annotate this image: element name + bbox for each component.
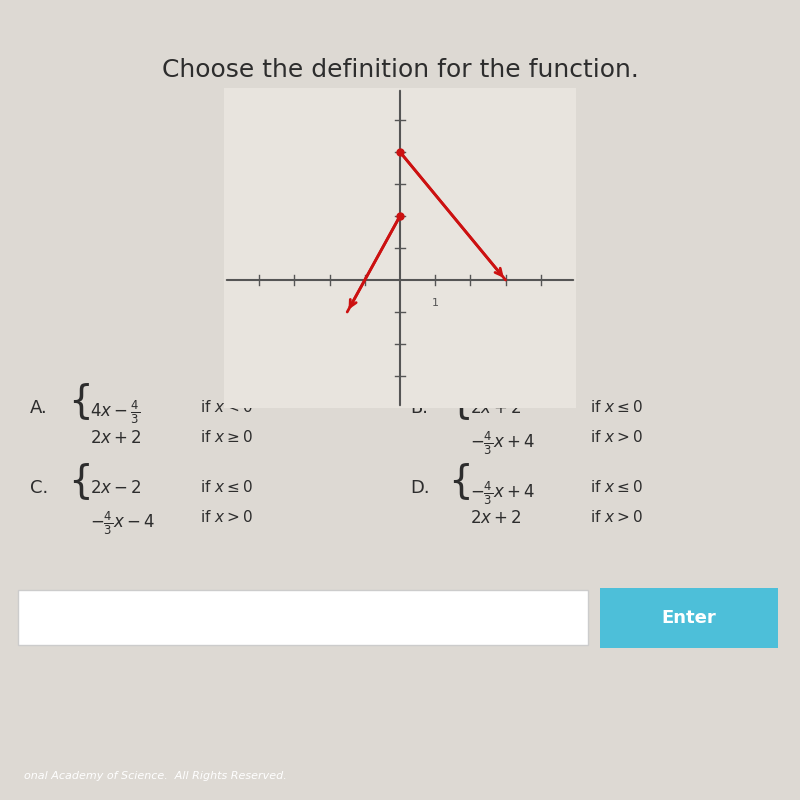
Text: if $x\geq 0$: if $x\geq 0$ xyxy=(200,429,253,445)
Text: A.: A. xyxy=(30,399,48,417)
Text: C.: C. xyxy=(30,479,48,498)
Text: onal Academy of Science.  All Rights Reserved.: onal Academy of Science. All Rights Rese… xyxy=(24,771,286,781)
Text: $-\frac{4}{3}x + 4$: $-\frac{4}{3}x + 4$ xyxy=(470,429,535,457)
Text: $\{$: $\{$ xyxy=(68,461,90,502)
Text: Choose the definition for the function.: Choose the definition for the function. xyxy=(162,58,638,82)
FancyBboxPatch shape xyxy=(18,590,588,645)
Text: $2x + 2$: $2x + 2$ xyxy=(470,510,522,527)
Text: $2x - 2$: $2x - 2$ xyxy=(90,479,142,498)
Text: if $x> 0$: if $x> 0$ xyxy=(590,429,643,445)
FancyBboxPatch shape xyxy=(600,587,778,648)
Text: if $x< 0$: if $x< 0$ xyxy=(200,399,253,415)
Text: Enter: Enter xyxy=(662,609,716,626)
Text: if $x\leq 0$: if $x\leq 0$ xyxy=(590,479,643,495)
Text: $\{$: $\{$ xyxy=(68,381,90,422)
Text: if $x\leq 0$: if $x\leq 0$ xyxy=(590,399,643,415)
Text: $2x + 2$: $2x + 2$ xyxy=(470,399,522,417)
Text: $\{$: $\{$ xyxy=(448,381,470,422)
Text: 1: 1 xyxy=(432,298,438,308)
Text: D.: D. xyxy=(410,479,430,498)
Text: if $x\leq 0$: if $x\leq 0$ xyxy=(200,479,253,495)
Text: B.: B. xyxy=(410,399,428,417)
Text: $-\frac{4}{3}x - 4$: $-\frac{4}{3}x - 4$ xyxy=(90,510,155,537)
Text: $-\frac{4}{3}x + 4$: $-\frac{4}{3}x + 4$ xyxy=(470,479,535,506)
Text: $2x + 2$: $2x + 2$ xyxy=(90,429,142,447)
Text: $4x - \frac{4}{3}$: $4x - \frac{4}{3}$ xyxy=(90,399,140,426)
Text: if $x> 0$: if $x> 0$ xyxy=(200,510,253,526)
Text: $\{$: $\{$ xyxy=(448,461,470,502)
Text: if $x> 0$: if $x> 0$ xyxy=(590,510,643,526)
